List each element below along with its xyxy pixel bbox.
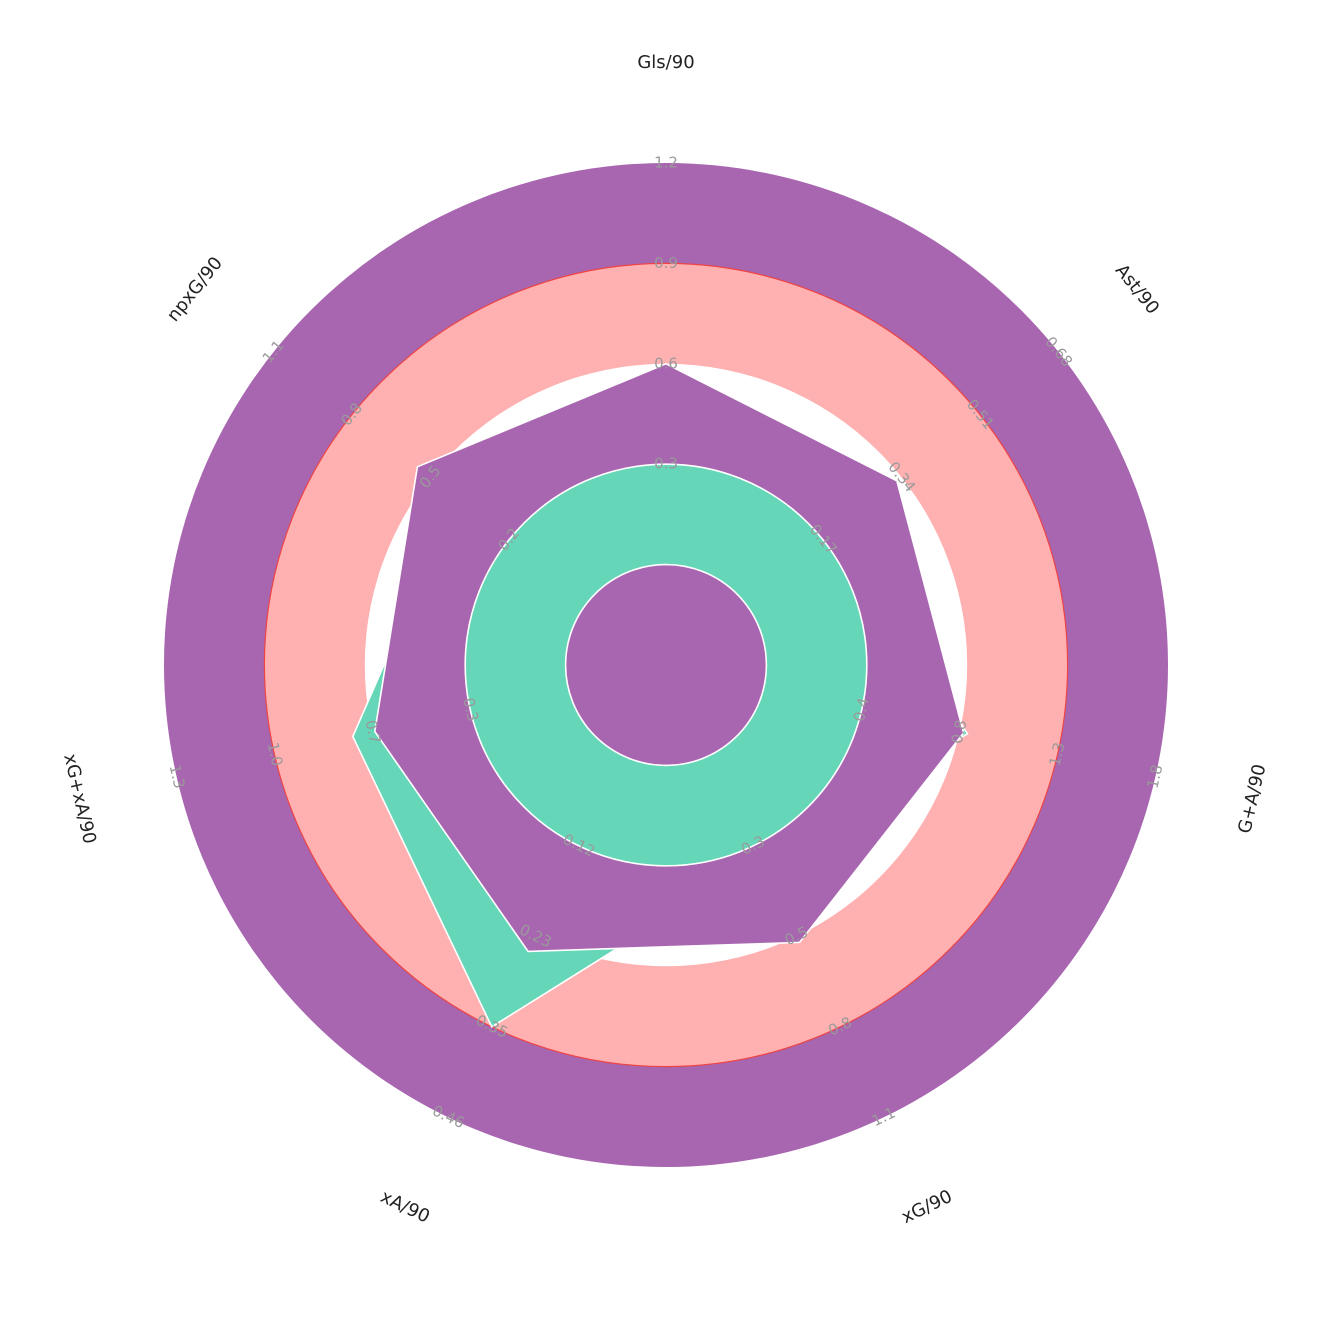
range-label: 1.0 [264,741,287,768]
range-label: 0.6 [654,354,678,372]
param-label: xA/90 [377,1186,433,1227]
param-label: xG/90 [898,1186,955,1228]
range-label: 1.3 [166,763,189,790]
range-label: 1.2 [654,154,678,172]
range-label: 0.3 [654,455,678,473]
param-label: G+A/90 [1234,762,1270,835]
range-label: 0.4 [850,696,873,723]
param-label: Ast/90 [1111,260,1163,318]
series-1-ring-overlay [464,463,868,867]
range-label: 0.7 [361,718,384,745]
range-label: 0.3 [459,696,482,723]
param-label: Gls/90 [637,52,694,73]
param-label: xG+xA/90 [59,752,100,846]
radar-overlay [464,463,868,867]
param-label: npxG/90 [163,253,227,326]
range-label: 1.8 [1143,763,1166,790]
range-label: 0.9 [654,254,678,272]
overlay-ring-1 [564,563,768,767]
range-label: 0.8 [948,718,971,745]
range-label: 1.3 [1046,741,1069,768]
